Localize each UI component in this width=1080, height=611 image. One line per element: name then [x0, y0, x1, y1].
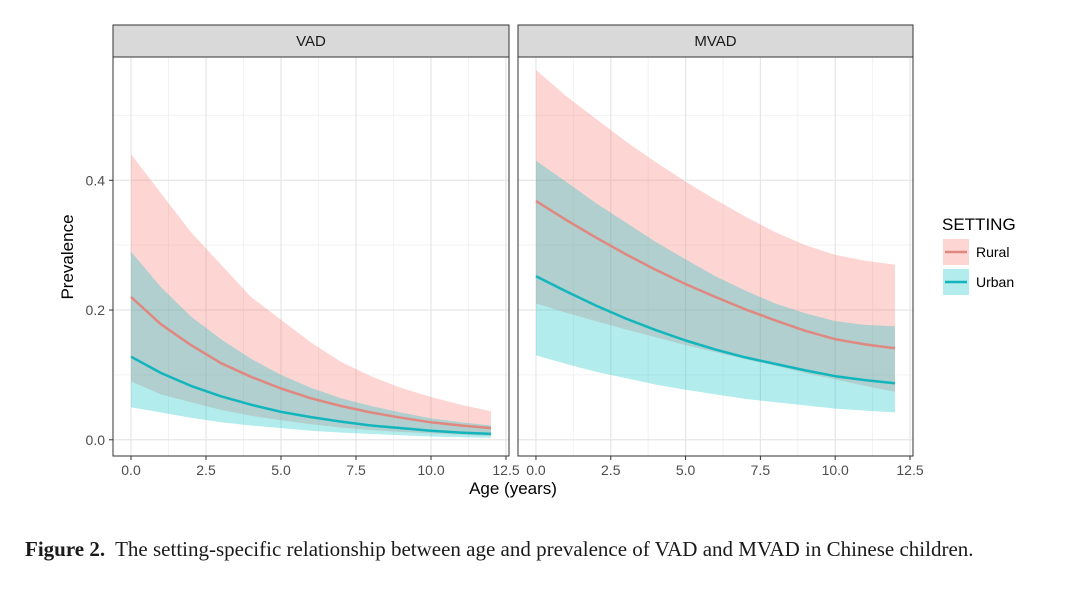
x-tick-label: 0.0	[121, 462, 141, 478]
strip-label-vad: VAD	[296, 33, 326, 50]
x-axis-title: Age (years)	[469, 479, 557, 498]
x-tick-label: 7.5	[346, 462, 366, 478]
x-tick-label: 10.0	[417, 462, 444, 478]
x-tick-label: 12.5	[896, 462, 923, 478]
y-tick-label: 0.0	[86, 432, 106, 448]
panel-background	[517, 56, 914, 457]
strip-mvad	[517, 24, 914, 58]
ribbon-rural	[131, 154, 491, 436]
panel-vad: VAD 0.0 2.5 5.0 7.5 10.0 12.5 0.0 0.2 0.4	[86, 24, 520, 478]
x-tick-label: 12.5	[492, 462, 519, 478]
ribbon-urban	[131, 251, 491, 438]
panel-background	[112, 56, 510, 457]
caption-label: Figure 2.	[25, 537, 106, 561]
x-tick-label: 5.0	[271, 462, 291, 478]
legend-label-rural: Rural	[976, 244, 1009, 260]
ribbon-urban	[536, 160, 895, 413]
x-tick-label: 10.0	[822, 462, 849, 478]
line-urban	[130, 355, 492, 436]
x-tick-label: 2.5	[196, 462, 216, 478]
ribbon-rural	[536, 70, 895, 392]
legend-title: SETTING	[942, 215, 1016, 234]
y-axis-title: Prevalence	[58, 214, 77, 299]
faceted-line-chart: VAD 0.0 2.5 5.0 7.5 10.0 12.5 0.0 0.2 0.4 MVAD 0.0 2…	[58, 24, 1016, 498]
y-tick-label: 0.4	[86, 172, 106, 188]
legend-label-urban: Urban	[976, 274, 1014, 290]
x-tick-label: 7.5	[751, 462, 771, 478]
x-tick-label: 2.5	[601, 462, 621, 478]
legend: SETTING Rural Urban	[942, 215, 1016, 295]
caption-text: The setting-specific relationship betwee…	[115, 537, 974, 561]
figure-caption: Figure 2. The setting-specific relationsh…	[25, 533, 1060, 565]
chart-panels: VAD 0.0 2.5 5.0 7.5 10.0 12.5 0.0 0.2 0.4 MVAD 0.0 2…	[86, 24, 924, 478]
line-rural	[535, 199, 896, 350]
strip-label-mvad: MVAD	[694, 33, 736, 50]
x-tick-label: 0.0	[526, 462, 546, 478]
line-rural	[130, 296, 492, 430]
strip-vad	[112, 24, 510, 58]
panel-mvad: MVAD 0.0 2.5 5.0 7.5 10.0 12.5	[517, 24, 924, 478]
x-tick-label: 5.0	[676, 462, 696, 478]
y-tick-label: 0.2	[86, 302, 106, 318]
line-urban	[535, 275, 896, 385]
